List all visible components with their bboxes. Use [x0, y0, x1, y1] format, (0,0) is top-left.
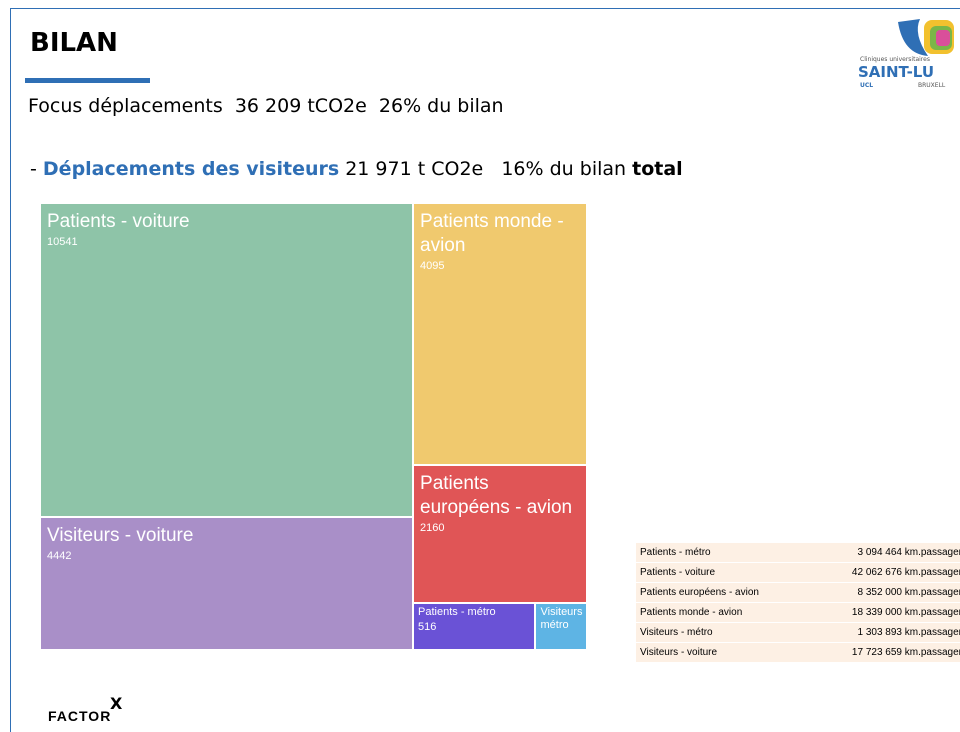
text: 21 971 t CO2e 16% du bilan [339, 158, 633, 180]
cell-value: 4442 [47, 550, 72, 563]
focus-line: Focus déplacements 36 209 tCO2e 26% du b… [28, 95, 504, 117]
treemap-cell: Patients monde - avion 4095 [413, 203, 587, 465]
footer-mark: X [110, 694, 123, 713]
title-bar [25, 78, 150, 83]
cell-value: 10541 [47, 236, 78, 248]
text: - [30, 158, 43, 180]
logo-left: UCL [860, 82, 874, 89]
table-row: Visiteurs - métro 1 303 893 km.passager [636, 622, 960, 643]
treemap-cell: Patients européens - avion 2160 [413, 464, 587, 604]
table-label: Visiteurs - voiture [636, 642, 807, 663]
table-label: Patients européens - avion [636, 582, 807, 603]
table-label: Visiteurs - métro [636, 622, 807, 643]
cell-name: Patients - voiture [47, 211, 190, 232]
data-table: Patients - métro 3 094 464 km.passager Pat… [636, 543, 960, 663]
table-value: 42 062 676 km.passager [806, 562, 960, 583]
treemap-cell: Patients - voiture 10541 [40, 203, 414, 518]
logo: Cliniques universitaires SAINT-LU UCL BR… [858, 14, 960, 94]
table-value: 3 094 464 km.passager [806, 543, 960, 563]
footer-brand: FACTOR [48, 708, 112, 724]
table-value: 1 303 893 km.passager [806, 622, 960, 643]
table-value: 17 723 659 km.passager [806, 642, 960, 663]
cell-name: Patients européens - avion [420, 472, 573, 518]
title: BILAN [30, 28, 118, 58]
treemap: Patients - voiture 10541 Visiteurs - voitu… [40, 203, 587, 650]
cell-value: 516 [418, 621, 437, 634]
cell-name: Patients monde - avion [420, 211, 564, 256]
cell-name: Visiteurs - voiture [47, 525, 194, 547]
table-row: Patients européens - avion 8 352 000 km.p… [636, 582, 960, 603]
visitors-line: - Déplacements des visiteurs 21 971 t CO… [30, 158, 683, 180]
frame-top [10, 8, 960, 9]
table-label: Patients - voiture [636, 562, 807, 583]
table-value: 18 339 000 km.passager [806, 602, 960, 623]
table-label: Patients monde - avion [636, 602, 807, 623]
table-row: Patients - métro 3 094 464 km.passager [636, 543, 960, 563]
frame-left [10, 8, 11, 732]
table-value: 8 352 000 km.passager [806, 582, 960, 603]
treemap-cell: Patients - métro 516 [413, 603, 536, 650]
table-label: Patients - métro [636, 543, 807, 563]
emphasis: total [632, 158, 683, 180]
treemap-cell: Visiteurs métro [535, 603, 587, 650]
table-row: Visiteurs - voiture 17 723 659 km.passage… [636, 642, 960, 663]
logo-right: BRUXELL [918, 82, 946, 89]
treemap-cell: Visiteurs - voiture 4442 [40, 517, 414, 650]
table-row: Patients - voiture 42 062 676 km.passager [636, 562, 960, 583]
highlight: Déplacements des visiteurs [42, 158, 340, 180]
logo-small: Cliniques universitaires [860, 56, 930, 63]
table-row: Patients monde - avion 18 339 000 km.pass… [636, 602, 960, 623]
cell-value: 4095 [420, 260, 445, 272]
cell-name: Visiteurs métro [540, 606, 583, 632]
cell-value: 2160 [420, 521, 445, 534]
logo-name: SAINT-LU [858, 63, 935, 81]
logo-icon [898, 19, 954, 56]
cell-name: Patients - métro [418, 606, 496, 619]
